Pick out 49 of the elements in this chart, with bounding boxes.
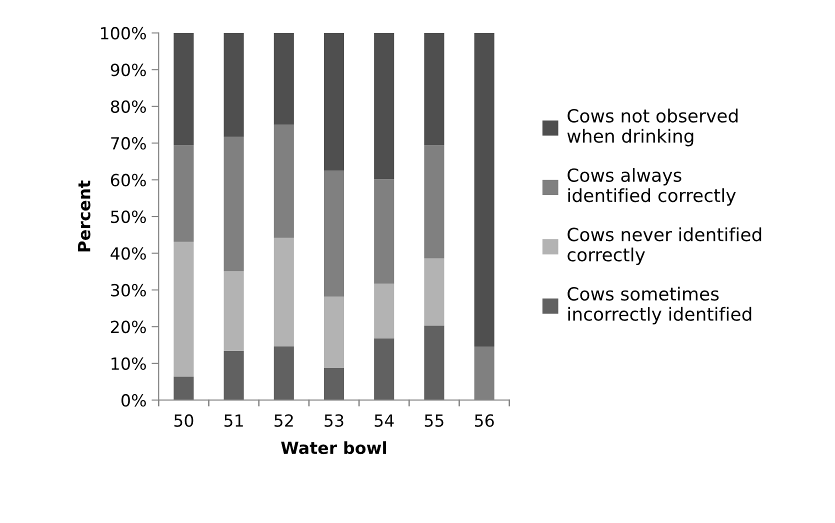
bar [174, 242, 194, 377]
legend-label: Cows sometimes incorrectly identified [568, 286, 752, 324]
y-tick-label: 0% [122, 394, 146, 407]
x-tick-label: 51 [224, 414, 243, 427]
bar [274, 346, 294, 400]
bar [174, 376, 194, 400]
bar [424, 32, 444, 146]
bar [474, 32, 494, 346]
bar [424, 258, 444, 326]
y-tick-label: 10% [112, 357, 146, 370]
bar [224, 136, 244, 272]
legend-label: Cows always identified correctly [568, 168, 736, 206]
y-tick-label: 40% [110, 247, 146, 260]
x-tick-label: 54 [374, 414, 394, 427]
bar [174, 145, 194, 242]
bar [374, 338, 394, 400]
bar [374, 284, 394, 338]
y-axis-title: Percent [78, 180, 90, 252]
bar [174, 32, 194, 146]
y-tick-label: 50% [111, 210, 146, 224]
y-tick-label: 20% [111, 320, 146, 334]
y-tick-label: 90% [110, 64, 146, 76]
bar [224, 271, 244, 351]
bar [424, 326, 444, 400]
x-tick-label: 53 [324, 414, 344, 427]
bar [274, 238, 294, 346]
x-tick-label: 50 [174, 414, 194, 427]
x-tick-label: 52 [274, 414, 293, 427]
x-tick-label: 56 [474, 414, 494, 427]
x-axis-title: Water bowl [281, 441, 386, 454]
y-tick-label: 70% [111, 137, 146, 150]
bar [324, 368, 344, 400]
bar [324, 32, 344, 171]
y-tick-label: 30% [111, 284, 146, 297]
bar [274, 124, 294, 238]
bar [224, 350, 244, 400]
y-tick-label: 80% [110, 100, 146, 113]
legend-label: Cows not observed when drinking [567, 108, 738, 146]
bar [374, 32, 394, 180]
legend-label: Cows never identified correctly [568, 227, 762, 266]
bar [324, 170, 344, 297]
bar [374, 179, 394, 284]
bar [274, 32, 294, 125]
bar [324, 296, 344, 368]
bar [424, 145, 444, 258]
x-tick-label: 55 [424, 414, 444, 427]
bar [224, 32, 244, 137]
y-tick-label: 60% [110, 174, 146, 186]
y-tick-label: 100% [101, 26, 146, 40]
